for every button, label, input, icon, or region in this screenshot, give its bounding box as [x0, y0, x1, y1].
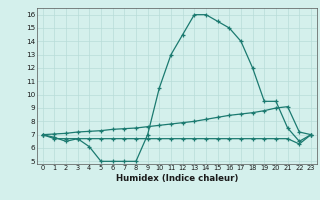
X-axis label: Humidex (Indice chaleur): Humidex (Indice chaleur) — [116, 174, 238, 183]
